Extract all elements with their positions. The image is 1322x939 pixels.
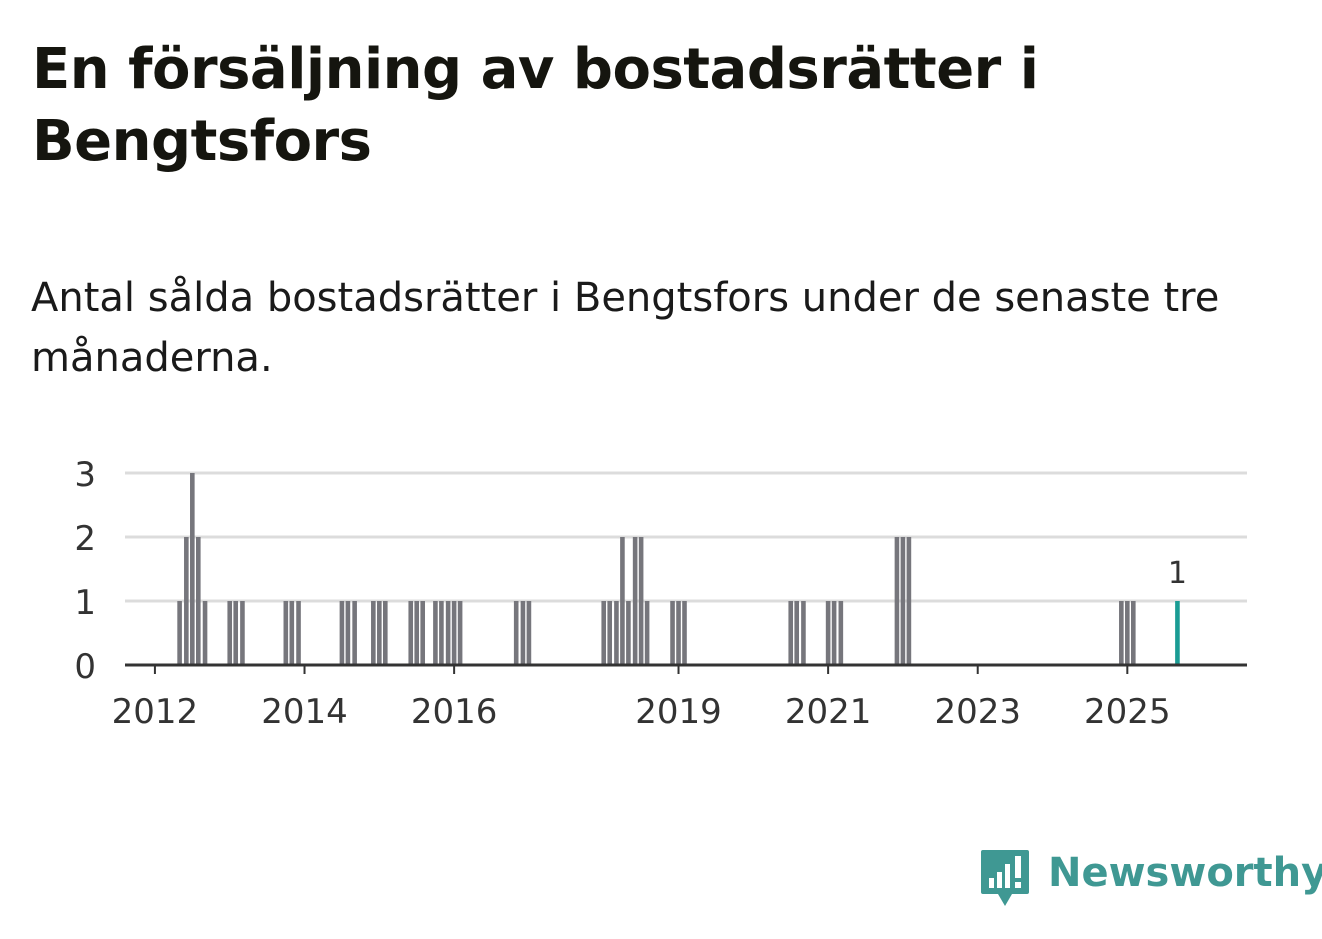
bar bbox=[644, 601, 650, 665]
bar bbox=[670, 601, 675, 665]
bar bbox=[632, 537, 638, 665]
bar bbox=[894, 537, 900, 665]
bar bbox=[526, 601, 532, 665]
bar bbox=[831, 601, 837, 665]
bar bbox=[433, 601, 438, 665]
data-label: 1 bbox=[1168, 556, 1187, 591]
x-tick-label: 2019 bbox=[635, 692, 722, 732]
bar bbox=[371, 601, 376, 665]
bar bbox=[451, 601, 457, 665]
x-tick-label: 2012 bbox=[112, 692, 199, 732]
bar bbox=[352, 601, 357, 665]
x-tick-label: 2014 bbox=[261, 692, 348, 732]
bar bbox=[626, 601, 631, 665]
y-tick-label: 1 bbox=[74, 583, 96, 623]
bar bbox=[788, 601, 794, 665]
bar bbox=[682, 601, 687, 665]
bar bbox=[202, 601, 208, 665]
data-labels: 1 bbox=[1168, 556, 1187, 591]
x-tick-label: 2016 bbox=[411, 692, 498, 732]
bars bbox=[177, 473, 1180, 665]
x-tick-label: 2025 bbox=[1084, 692, 1171, 732]
bar bbox=[383, 601, 388, 665]
bar bbox=[184, 537, 189, 665]
x-tick-label: 2023 bbox=[934, 692, 1021, 732]
bar bbox=[339, 601, 345, 665]
y-tick-label: 0 bbox=[74, 647, 96, 687]
chart-title: En försäljning av bostadsrätter i Bengts… bbox=[32, 37, 1039, 174]
bar bbox=[296, 601, 301, 665]
bar bbox=[240, 601, 245, 665]
chart-subtitle: Antal sålda bostadsrätter i Bengtsfors u… bbox=[31, 275, 1220, 381]
bar bbox=[233, 601, 239, 665]
brand-name: Newsworthy bbox=[1048, 850, 1322, 896]
bar bbox=[513, 601, 519, 665]
chart-speech-bubble-icon bbox=[981, 850, 1029, 906]
bar bbox=[414, 601, 420, 665]
bar bbox=[906, 537, 912, 665]
newsworthy-logo: Newsworthy bbox=[980, 848, 1322, 910]
x-tick-label: 2021 bbox=[785, 692, 872, 732]
bar bbox=[520, 601, 526, 665]
bar bbox=[620, 537, 625, 665]
bar bbox=[607, 601, 613, 665]
bar-chart: 0 1 2 3 2012 2014 2016 2019 2021 2023 2025 1 bbox=[74, 455, 1247, 732]
y-tick-label: 3 bbox=[74, 455, 96, 495]
bar bbox=[227, 601, 233, 665]
bar bbox=[676, 601, 681, 665]
bar bbox=[420, 601, 426, 665]
bar bbox=[638, 537, 644, 665]
bar bbox=[190, 473, 195, 665]
bar bbox=[1125, 601, 1130, 665]
bar bbox=[177, 601, 182, 665]
bar bbox=[377, 601, 382, 665]
bar bbox=[345, 601, 351, 665]
bar bbox=[900, 537, 906, 665]
bar bbox=[614, 601, 619, 665]
y-tick-label: 2 bbox=[74, 519, 96, 559]
bar bbox=[1119, 601, 1124, 665]
bar bbox=[445, 601, 451, 665]
bar bbox=[825, 601, 831, 665]
bar bbox=[457, 601, 463, 665]
bar bbox=[439, 601, 444, 665]
bar bbox=[196, 537, 201, 665]
bar bbox=[1131, 601, 1136, 665]
grid-lines bbox=[125, 471, 1247, 603]
bar-highlight bbox=[1175, 601, 1180, 665]
bar bbox=[801, 601, 806, 665]
bar bbox=[408, 601, 414, 665]
bar bbox=[289, 601, 295, 665]
bar bbox=[601, 601, 607, 665]
bar bbox=[283, 601, 289, 665]
bar bbox=[794, 601, 800, 665]
axes: 0 1 2 3 2012 2014 2016 2019 2021 2023 2025 bbox=[74, 455, 1247, 732]
bar bbox=[838, 601, 844, 665]
